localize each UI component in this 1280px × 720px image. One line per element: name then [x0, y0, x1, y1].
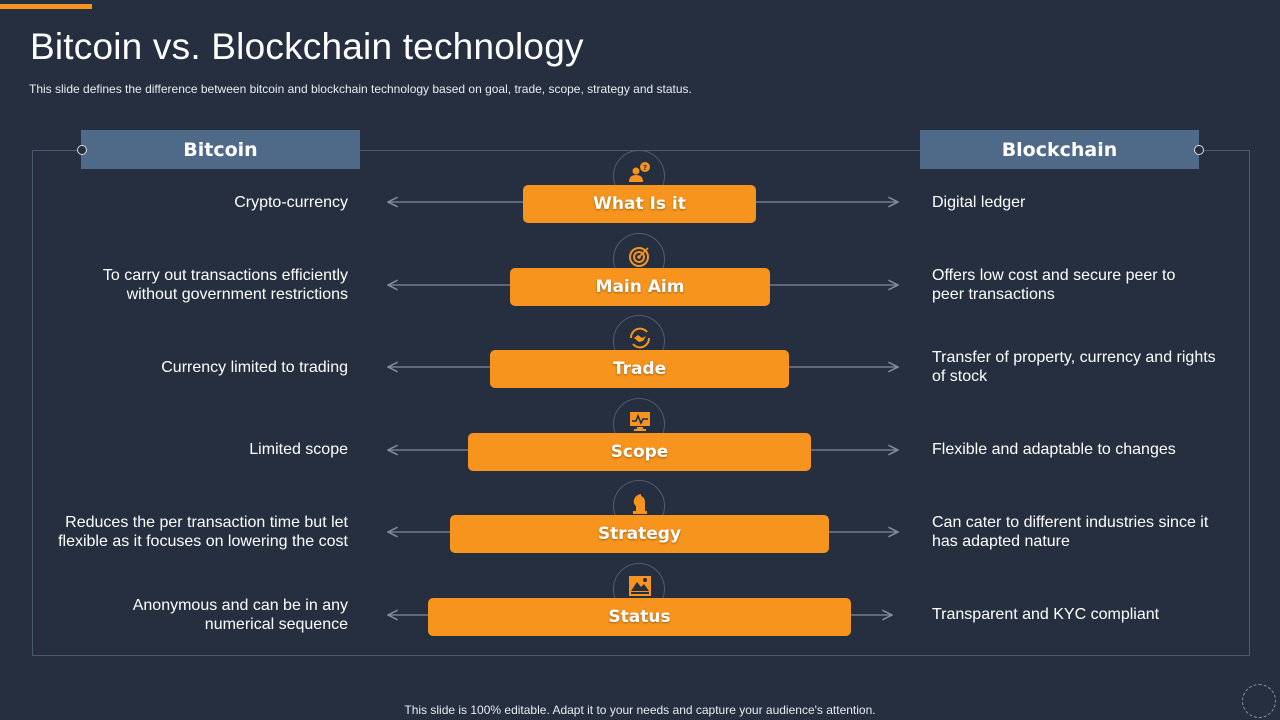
bitcoin-column-header: Bitcoin: [81, 130, 360, 169]
bitcoin-main-aim-text: To carry out transactions efficiently wit…: [102, 267, 348, 303]
blockchain-main-aim-text: Offers low cost and secure peer to peer t…: [932, 267, 1176, 303]
bitcoin-strategy-text: Reduces the per transaction time but let…: [58, 514, 348, 550]
blockchain-trade-text: Transfer of property, currency and right…: [932, 349, 1216, 385]
bitcoin-scope-text: Limited scope: [249, 441, 348, 458]
bitcoin-what-is-it-text: Crypto-currency: [234, 194, 348, 211]
page-title: Bitcoin vs. Blockchain technology: [30, 26, 584, 67]
page-subtitle: This slide defines the difference betwee…: [29, 82, 692, 96]
row-label-scope: Scope: [468, 433, 811, 471]
blockchain-scope-text: Flexible and adaptable to changes: [932, 441, 1176, 458]
row-label-trade: Trade: [490, 350, 789, 388]
left-node-dot: [77, 145, 87, 155]
accent-bar: [0, 4, 92, 9]
bitcoin-trade-text: Currency limited to trading: [161, 359, 348, 376]
svg-text:?: ?: [643, 164, 647, 172]
right-node-dot: [1194, 145, 1204, 155]
footer-note: This slide is 100% editable. Adapt it to…: [404, 703, 876, 717]
row-label-strategy: Strategy: [450, 515, 829, 553]
blockchain-column-header: Blockchain: [920, 130, 1199, 169]
blockchain-strategy-text: Can cater to different industries since …: [932, 514, 1209, 550]
row-label-status: Status: [428, 598, 851, 636]
blockchain-status-text: Transparent and KYC compliant: [932, 606, 1160, 623]
bitcoin-status-text: Anonymous and can be in any numerical seq…: [132, 597, 348, 633]
row-label-main-aim: Main Aim: [510, 268, 770, 306]
row-label-what-is-it: What Is it: [523, 185, 756, 223]
corner-decoration: [1242, 684, 1276, 718]
blockchain-what-is-it-text: Digital ledger: [932, 194, 1026, 211]
